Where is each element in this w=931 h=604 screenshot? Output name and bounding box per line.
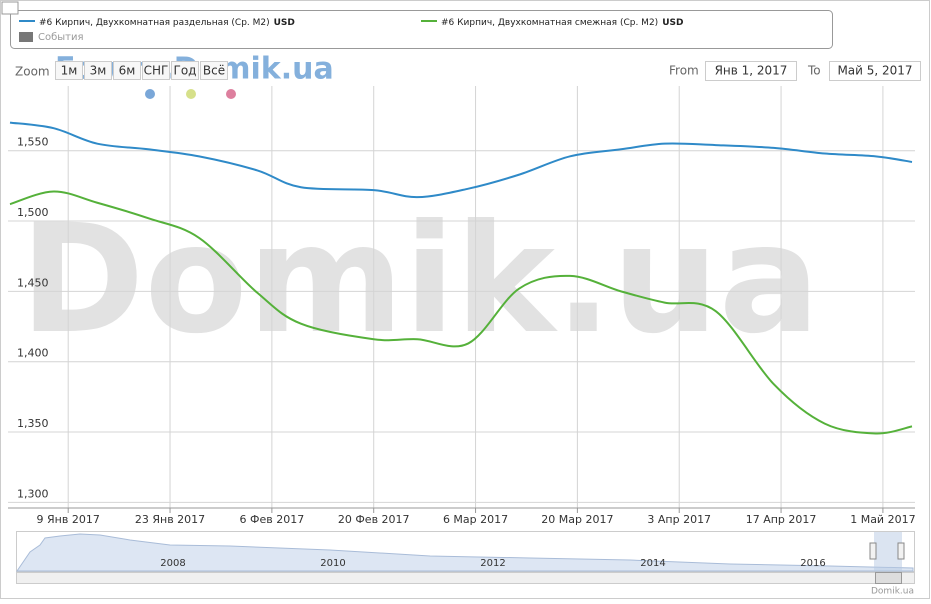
to-label: To xyxy=(807,64,821,78)
to-input[interactable] xyxy=(829,61,921,81)
navigator-series xyxy=(16,533,914,572)
y-tick-label: 1,350 xyxy=(17,417,49,430)
flag-dot[interactable] xyxy=(145,89,155,99)
y-tick-label: 1,550 xyxy=(17,136,49,149)
x-tick-label: 17 Апр 2017 xyxy=(746,513,817,526)
legend-unit[interactable]: USD xyxy=(274,18,295,28)
navigator-label: 2010 xyxy=(320,558,345,569)
y-tick-label: 1,400 xyxy=(17,347,49,360)
series-line xyxy=(9,190,913,435)
watermark: Domik.ua xyxy=(20,193,820,367)
navigator-selection[interactable] xyxy=(874,532,902,571)
flag-dot[interactable] xyxy=(186,89,196,99)
navigator-label: 2014 xyxy=(640,558,665,569)
navigator-handle[interactable] xyxy=(869,542,877,560)
navigator-label: 2008 xyxy=(160,558,185,569)
zoom-button[interactable] xyxy=(84,61,112,80)
zoom-button[interactable] xyxy=(171,61,199,80)
zoom-label: Zoom xyxy=(15,65,50,79)
zoom-button[interactable] xyxy=(200,61,228,80)
events-icon[interactable] xyxy=(19,32,33,42)
events-label[interactable]: События xyxy=(38,32,84,43)
legend-unit[interactable]: USD xyxy=(662,18,683,28)
x-tick-label: 6 Мар 2017 xyxy=(443,513,508,526)
flag-dot[interactable] xyxy=(226,89,236,99)
x-tick-label: 1 Май 2017 xyxy=(850,513,915,526)
x-tick-label: 20 Мар 2017 xyxy=(541,513,613,526)
zoom-button-label[interactable]: Всё xyxy=(203,64,225,78)
legend-label[interactable]: #6 Кирпич, Двухкомнатная смежная (Ср. М2… xyxy=(441,18,683,28)
zoom-button[interactable] xyxy=(55,61,83,80)
zoom-button-label[interactable]: 1м xyxy=(61,64,78,78)
y-tick-label: 1,500 xyxy=(17,206,49,219)
navigator-label: 2016 xyxy=(800,558,825,569)
x-tick-label: 9 Янв 2017 xyxy=(37,513,100,526)
x-tick-label: 20 Фев 2017 xyxy=(338,513,410,526)
legend-name[interactable]: #6 Кирпич, Двухкомнатная смежная (Ср. М2… xyxy=(441,18,658,28)
from-input[interactable] xyxy=(705,61,797,81)
x-tick-label: 23 Янв 2017 xyxy=(135,513,205,526)
series-line xyxy=(9,121,913,199)
x-tick-label: 6 Фев 2017 xyxy=(240,513,305,526)
credits[interactable]: Domik.ua xyxy=(871,587,914,597)
y-tick-label: 1,450 xyxy=(17,276,49,289)
to-value[interactable]: Май 5, 2017 xyxy=(837,64,912,78)
zoom-button-label[interactable]: СНГ xyxy=(144,64,169,78)
zoom-button-label[interactable]: Год xyxy=(174,64,197,78)
legend-box xyxy=(10,10,833,49)
y-tick-label: 1,300 xyxy=(17,487,49,500)
zoom-button[interactable] xyxy=(113,61,141,80)
zoom-button-label[interactable]: 3м xyxy=(90,64,107,78)
scrollbar[interactable] xyxy=(16,572,915,584)
scrollbar-thumb[interactable] xyxy=(875,572,902,584)
navigator-label: 2012 xyxy=(480,558,505,569)
from-value[interactable]: Янв 1, 2017 xyxy=(715,64,788,78)
legend-label[interactable]: #6 Кирпич, Двухкомнатная раздельная (Ср.… xyxy=(39,18,295,28)
navigator-handle[interactable] xyxy=(897,542,905,560)
zoom-button-label[interactable]: 6м xyxy=(119,64,136,78)
legend-name[interactable]: #6 Кирпич, Двухкомнатная раздельная (Ср.… xyxy=(39,18,270,28)
from-label: From xyxy=(669,64,699,78)
legend-toggle[interactable] xyxy=(1,1,19,15)
x-tick-label: 3 Апр 2017 xyxy=(647,513,711,526)
zoom-button[interactable] xyxy=(142,61,170,80)
